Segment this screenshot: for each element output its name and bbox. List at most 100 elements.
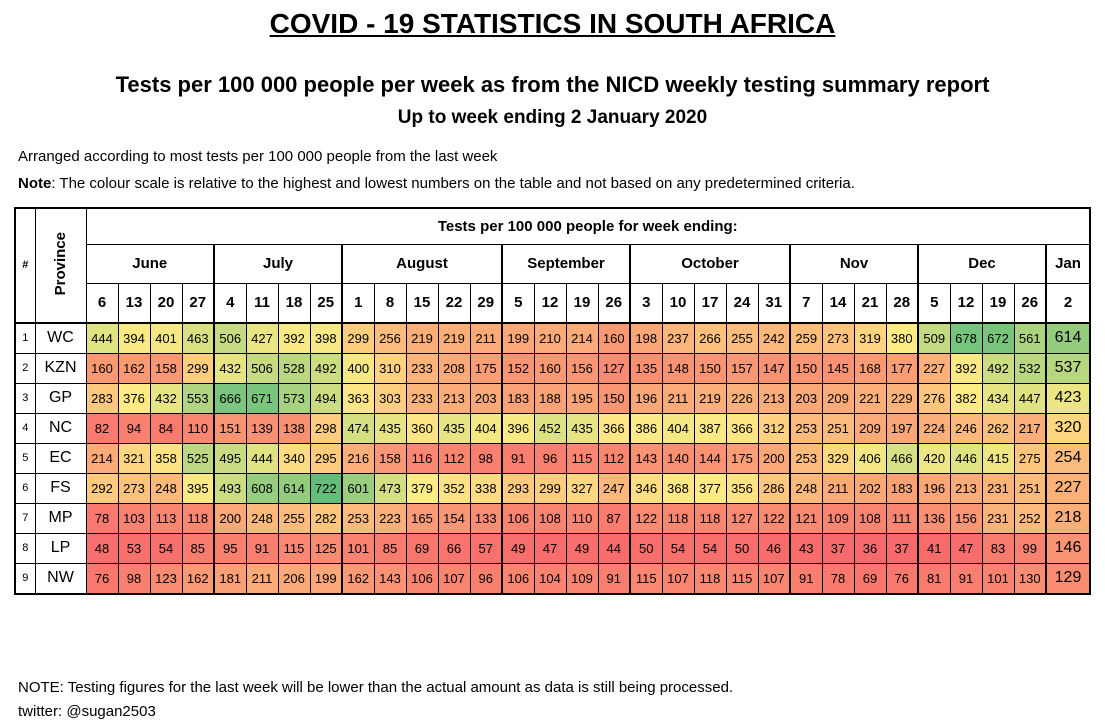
colour-scale-note: Note: The colour scale is relative to th… (18, 175, 855, 192)
heatmap-cell: 346 (629, 472, 663, 504)
month-header-september: September (501, 243, 631, 284)
heatmap-cell: 36 (853, 532, 887, 564)
heatmap-cell: 91 (597, 562, 631, 594)
heatmap-cell: 319 (853, 322, 887, 354)
heatmap-cell: 202 (853, 472, 887, 504)
heatmap-cell: 528 (277, 352, 311, 384)
heatmap-cell: 292 (85, 472, 119, 504)
row-index: 7 (14, 502, 36, 534)
heatmap-cell: 216 (341, 442, 375, 474)
heatmap-cell: 195 (565, 382, 599, 414)
heatmap-cell: 143 (629, 442, 663, 474)
heatmap-cell: 473 (373, 472, 407, 504)
heatmap-cell: 127 (725, 502, 759, 534)
heatmap-cell: 54 (149, 532, 183, 564)
day-header: 22 (437, 282, 471, 324)
heatmap-cell: 183 (501, 382, 535, 414)
heatmap-cell: 382 (949, 382, 983, 414)
heatmap-cell: 115 (277, 532, 311, 564)
heatmap-cell: 396 (501, 412, 535, 444)
day-header: 4 (213, 282, 247, 324)
heatmap-cell: 466 (885, 442, 919, 474)
heatmap-cell: 368 (661, 472, 695, 504)
heatmap-cell: 259 (789, 322, 823, 354)
heatmap-cell: 118 (693, 562, 727, 594)
heatmap-cell: 360 (405, 412, 439, 444)
heatmap-cell: 106 (405, 562, 439, 594)
heatmap-cell: 162 (117, 352, 151, 384)
heatmap-cell: 358 (149, 442, 183, 474)
heatmap-cell: 108 (533, 502, 567, 534)
heatmap-cell: 103 (117, 502, 151, 534)
heatmap-cell: 43 (789, 532, 823, 564)
row-index: 2 (14, 352, 36, 384)
day-header: 31 (757, 282, 791, 324)
heatmap-cell: 320 (1045, 412, 1091, 444)
heatmap-cell: 200 (213, 502, 247, 534)
heatmap-cell: 50 (725, 532, 759, 564)
heatmap-cell: 135 (629, 352, 663, 384)
heatmap-cell: 463 (181, 322, 215, 354)
heatmap-cell: 447 (1013, 382, 1047, 414)
heatmap-cell: 94 (117, 412, 151, 444)
heatmap-cell: 492 (309, 352, 343, 384)
heatmap-cell: 435 (437, 412, 471, 444)
heatmap-cell: 82 (85, 412, 119, 444)
heatmap-cell: 133 (469, 502, 503, 534)
heatmap-cell: 224 (917, 412, 951, 444)
heatmap-cell: 108 (853, 502, 887, 534)
heatmap-cell: 76 (85, 562, 119, 594)
heatmap-cell: 406 (853, 442, 887, 474)
heatmap-cell: 231 (981, 502, 1015, 534)
heatmap-cell: 46 (757, 532, 791, 564)
heatmap-cell: 298 (309, 412, 343, 444)
heatmap-cell: 143 (373, 562, 407, 594)
note-text: : The colour scale is relative to the hi… (51, 175, 855, 192)
heatmap-cell: 255 (277, 502, 311, 534)
heatmap-cell: 158 (373, 442, 407, 474)
heatmap-cell: 44 (597, 532, 631, 564)
day-header: 10 (661, 282, 695, 324)
page-subtitle-date: Up to week ending 2 January 2020 (397, 107, 708, 128)
heatmap-cell: 223 (373, 502, 407, 534)
day-header: 26 (597, 282, 631, 324)
day-header: 7 (789, 282, 823, 324)
heatmap-cell: 722 (309, 472, 343, 504)
heatmap-cell: 509 (917, 322, 951, 354)
heatmap-cell: 157 (725, 352, 759, 384)
heatmap-cell: 237 (661, 322, 695, 354)
heatmap-cell: 123 (149, 562, 183, 594)
heatmap-cell: 41 (917, 532, 951, 564)
heatmap-cell: 340 (277, 442, 311, 474)
heatmap-cell: 78 (85, 502, 119, 534)
week-ending-header: Tests per 100 000 people for week ending… (85, 207, 1091, 245)
heatmap-cell: 150 (789, 352, 823, 384)
heatmap-cell: 435 (373, 412, 407, 444)
heatmap-cell: 495 (213, 442, 247, 474)
heatmap-cell: 147 (757, 352, 791, 384)
heatmap-cell: 363 (341, 382, 375, 414)
heatmap-cell: 111 (885, 502, 919, 534)
day-header: 29 (469, 282, 503, 324)
heatmap-cell: 494 (309, 382, 343, 414)
heatmap-cell: 338 (469, 472, 503, 504)
row-province: LP (34, 532, 87, 564)
day-header: 2 (1045, 282, 1091, 324)
heatmap-cell: 213 (949, 472, 983, 504)
heatmap-cell: 256 (373, 322, 407, 354)
heatmap-cell: 251 (821, 412, 855, 444)
heatmap-cell: 197 (885, 412, 919, 444)
heatmap-cell: 286 (757, 472, 791, 504)
heatmap-cell: 446 (949, 442, 983, 474)
heatmap-cell: 218 (1045, 502, 1091, 534)
heatmap-cell: 392 (949, 352, 983, 384)
heatmap-cell: 671 (245, 382, 279, 414)
heatmap-cell: 175 (469, 352, 503, 384)
heatmap-cell: 423 (1045, 382, 1091, 414)
arranged-note: Arranged according to most tests per 100… (18, 148, 498, 165)
heatmap-cell: 106 (501, 562, 535, 594)
heatmap-cell: 109 (821, 502, 855, 534)
heatmap-cell: 400 (341, 352, 375, 384)
heatmap-cell: 69 (405, 532, 439, 564)
day-header: 25 (309, 282, 343, 324)
